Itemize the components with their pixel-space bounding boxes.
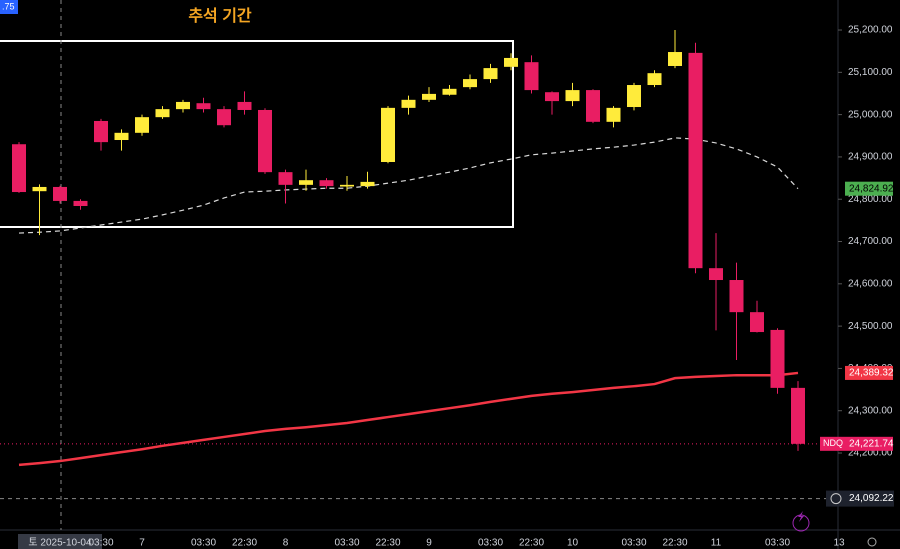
candle-body bbox=[196, 103, 211, 110]
lightning-ring bbox=[792, 514, 810, 532]
candle-body bbox=[340, 184, 354, 187]
candle-body bbox=[360, 181, 375, 187]
y-tick-label: 25,100.00 bbox=[848, 67, 893, 78]
y-tick-label: 24,200.00 bbox=[848, 448, 893, 459]
price-label-box bbox=[845, 181, 893, 196]
x-tick-label: 03:30 bbox=[765, 538, 790, 549]
x-tick-label: 22:30 bbox=[519, 538, 544, 549]
plot bbox=[12, 30, 805, 467]
candle-body bbox=[73, 200, 88, 206]
candle-body bbox=[94, 120, 108, 143]
x-tick-label: 8 bbox=[283, 538, 289, 549]
add-icon bbox=[830, 493, 842, 505]
line-series bbox=[18, 371, 799, 467]
lightning-icon bbox=[798, 511, 804, 522]
candle-body bbox=[565, 90, 580, 102]
candle-body bbox=[135, 117, 149, 133]
candle-body bbox=[278, 172, 293, 185]
y-tick-label: 25,200.00 bbox=[848, 25, 893, 36]
crosshair-label: 24,092.22 bbox=[849, 493, 894, 504]
badge-box bbox=[0, 0, 18, 14]
candle-body bbox=[709, 268, 723, 281]
y-tick-label: 24,800.00 bbox=[848, 194, 893, 205]
candle-body bbox=[401, 99, 416, 108]
candle-body bbox=[791, 387, 805, 444]
candle-body bbox=[524, 62, 539, 91]
x-tick-label: 7 bbox=[139, 538, 145, 549]
y-tick-label: 24,300.00 bbox=[848, 405, 893, 416]
x-tick-label: 03:30 bbox=[334, 538, 359, 549]
candle-body bbox=[483, 68, 498, 80]
candle-body bbox=[668, 52, 682, 66]
candle-body bbox=[258, 109, 272, 173]
close-label-box bbox=[820, 436, 893, 451]
line-series bbox=[18, 137, 799, 234]
x-tick-label: 03:30 bbox=[478, 538, 503, 549]
candle-body bbox=[237, 101, 252, 110]
y-tick-label: 24,700.00 bbox=[848, 236, 893, 247]
candle-body bbox=[299, 180, 313, 185]
candle-body bbox=[319, 180, 334, 187]
x-tick-label: 11 bbox=[711, 538, 722, 549]
candle-body bbox=[381, 107, 395, 163]
candle-body bbox=[770, 329, 785, 388]
candle-body bbox=[647, 73, 662, 86]
date-label-box bbox=[18, 534, 102, 549]
x-tick-label: 03:30 bbox=[621, 538, 646, 549]
y-tick-label: 24,900.00 bbox=[848, 152, 893, 163]
candle-body bbox=[688, 52, 703, 269]
price-label: 24,824.92 bbox=[849, 183, 894, 194]
candle-body bbox=[586, 90, 600, 122]
candle-body bbox=[750, 312, 764, 333]
x-tick-label: 22:30 bbox=[232, 538, 257, 549]
candle-body bbox=[114, 132, 129, 141]
candle-body bbox=[217, 109, 231, 126]
close-label: 24,221.74 bbox=[849, 438, 894, 449]
price-label-box bbox=[845, 365, 893, 380]
candle-body bbox=[729, 280, 744, 313]
badge: .75 bbox=[2, 1, 15, 11]
candle-body bbox=[463, 79, 477, 88]
candle-body bbox=[545, 92, 559, 102]
highlight-box bbox=[0, 40, 514, 228]
crosshair-label-box bbox=[826, 490, 894, 507]
x-tick-label: 03:30 bbox=[88, 538, 113, 549]
candle-body bbox=[12, 144, 26, 193]
chart-title: 추석 기간 bbox=[188, 6, 252, 25]
x-tick-label: 22:30 bbox=[662, 538, 687, 549]
candle-body bbox=[176, 101, 190, 110]
settings-icon bbox=[867, 537, 877, 547]
y-tick-label: 24,600.00 bbox=[848, 278, 893, 289]
candle-body bbox=[627, 85, 641, 108]
candle-body bbox=[504, 57, 518, 67]
y-tick-label: 24,500.00 bbox=[848, 321, 893, 332]
candle-body bbox=[442, 88, 457, 95]
candle-body bbox=[606, 107, 621, 122]
x-tick-label: 9 bbox=[426, 538, 432, 549]
x-tick-label: 03:30 bbox=[191, 538, 216, 549]
candle-body bbox=[155, 109, 170, 118]
x-tick-label: 토 2025-10-04 bbox=[28, 538, 92, 549]
x-tick-label: 10 bbox=[567, 538, 579, 549]
price-label: 24,389.32 bbox=[849, 368, 894, 379]
candle-body bbox=[422, 93, 436, 100]
candle-body bbox=[53, 186, 67, 201]
candle-body bbox=[32, 186, 47, 192]
x-tick-label: 22:30 bbox=[375, 538, 400, 549]
x-tick-label: 13 bbox=[833, 538, 845, 549]
close-label-name: NDQ bbox=[823, 438, 843, 448]
y-tick-label: 25,000.00 bbox=[848, 109, 893, 120]
